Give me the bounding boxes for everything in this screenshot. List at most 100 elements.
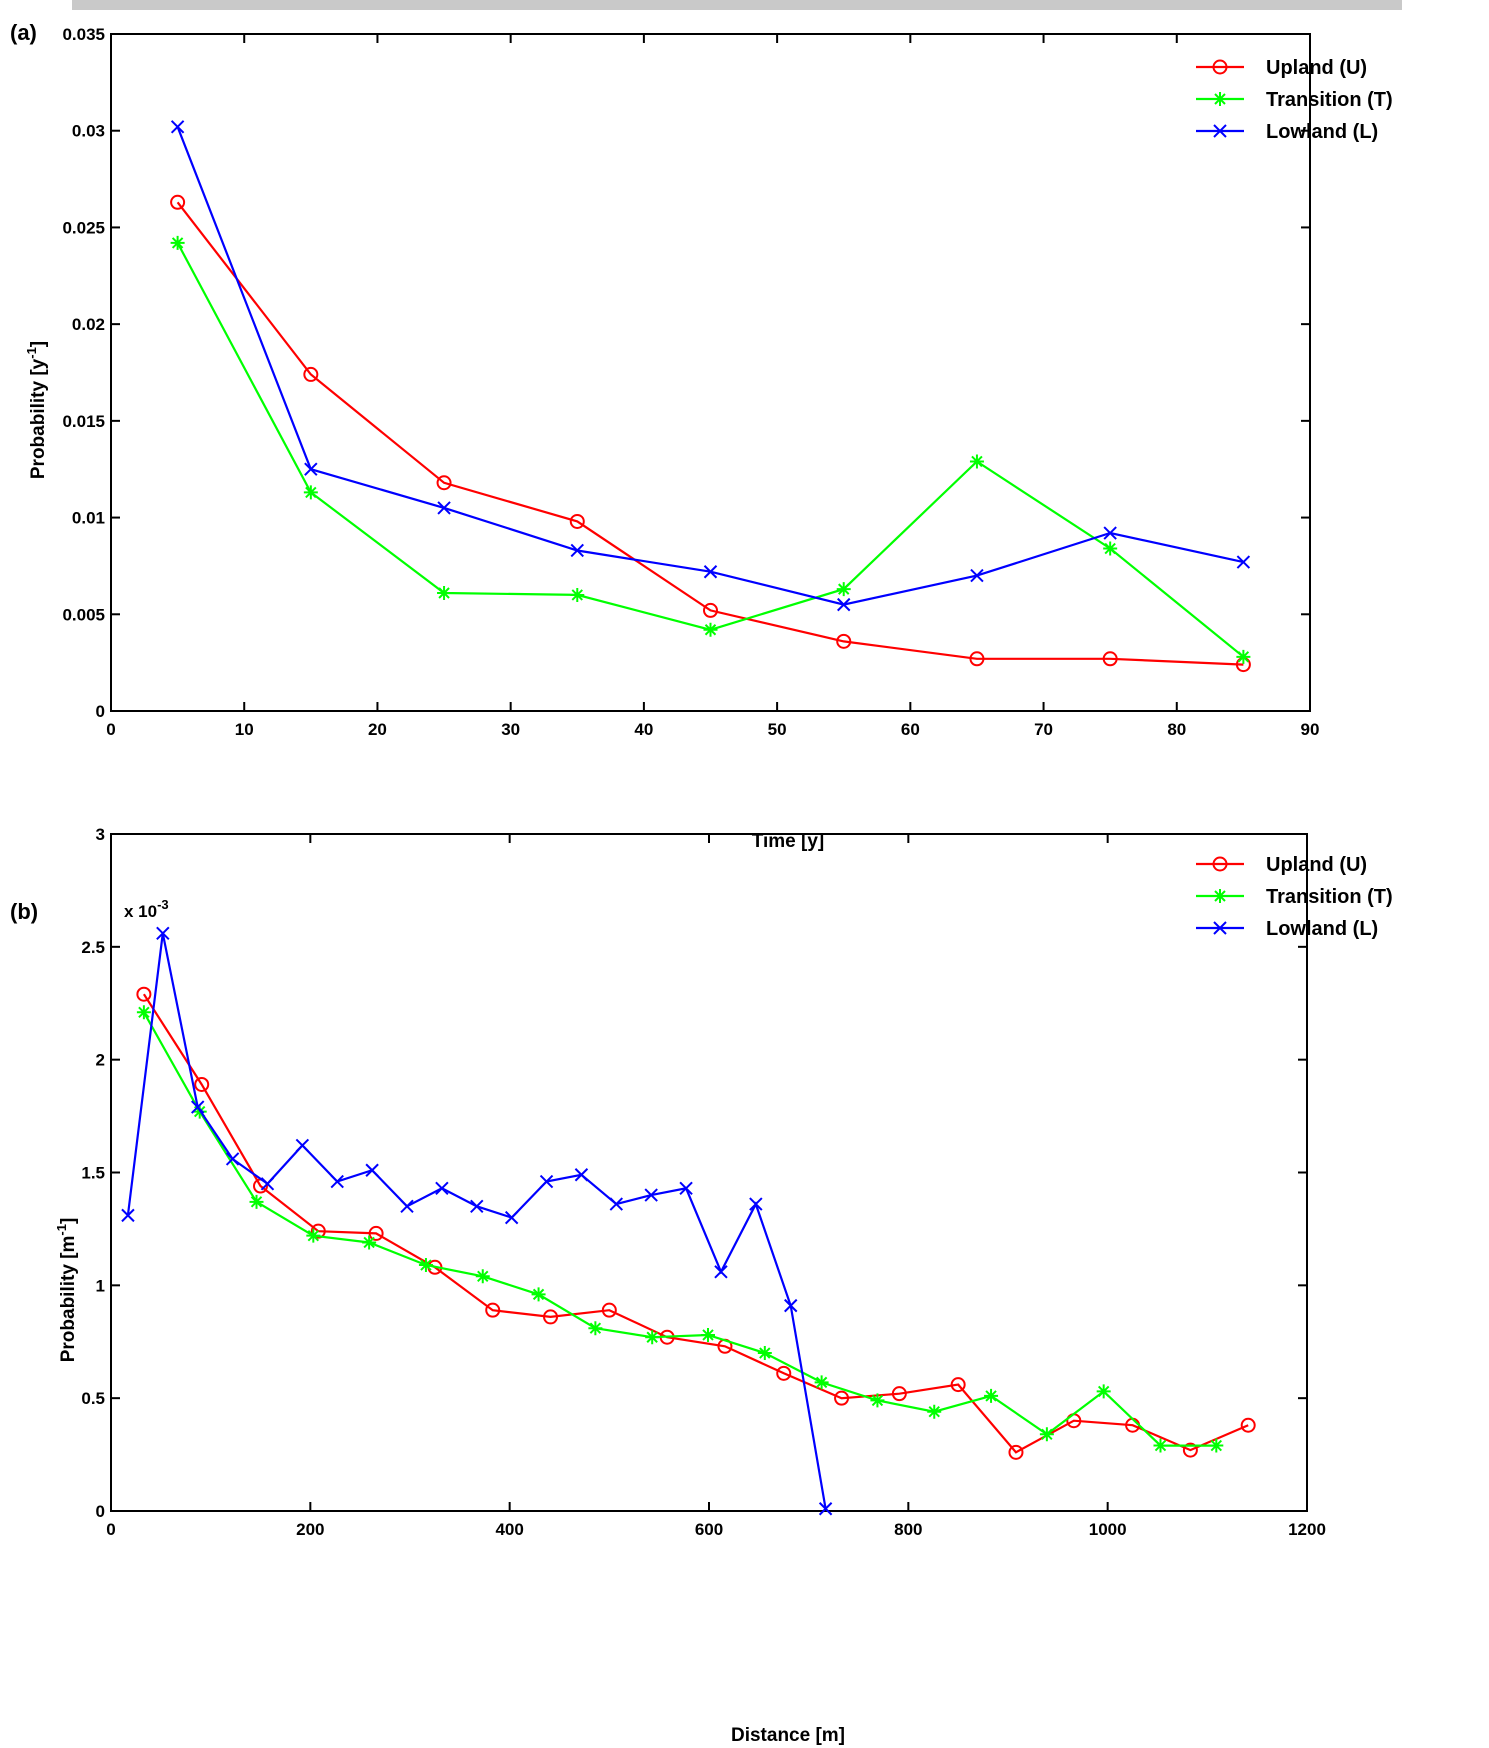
panel-b-transition-point: [306, 1228, 321, 1243]
panel-a-plot-area: 0 10 20 30 40 50 60 70 80 90 0 0.005 0.01 0.015 0.02 0.…: [62, 25, 1319, 739]
panel-a-y-tick-label: 0.03: [72, 122, 105, 141]
panel-a-upland-point: [836, 633, 852, 649]
panel-a-lowland-point: [1103, 526, 1117, 540]
panel-a-lowland-point: [304, 462, 318, 476]
panel-a-lowland-point: [703, 565, 718, 579]
panel-b-x-axis-label: Distance [m]: [731, 1725, 845, 1746]
panel-a-lowland-line: [176, 126, 1244, 606]
panel-b-legend-upland-marker: [1212, 856, 1228, 872]
panel-a-lowland-point: [1236, 555, 1251, 569]
panel-a-x-tick-label: 70: [1034, 720, 1053, 739]
panel-a-y-tick-label: 0.025: [62, 218, 105, 237]
panel-a-upland-point: [170, 194, 186, 210]
panel-b-lowland-point: [225, 1152, 240, 1166]
panel-b-lowland-point: [121, 1208, 135, 1223]
panel-a-y-tick-label: 0.005: [62, 605, 105, 624]
panel-b-lowland-point: [504, 1210, 519, 1225]
panel-b-x-tick-label: 1000: [1089, 1520, 1127, 1539]
panel-b-transition-point: [1096, 1384, 1111, 1399]
panel-b-y-tick-label: 0.5: [81, 1389, 105, 1408]
panel-a-upland-point: [1102, 651, 1118, 667]
panel-b-lowland-point: [574, 1168, 589, 1182]
panel-b-x-tick-label: 0: [106, 1520, 115, 1539]
panel-b-lowland-point: [609, 1197, 624, 1211]
panel-b-lowland-point: [679, 1181, 693, 1196]
panel-a-transition-point: [1103, 541, 1118, 556]
panel-b-upland-point: [368, 1225, 384, 1241]
panel-b-upland-point: [194, 1076, 210, 1092]
panel-a-x-tick-label: 80: [1167, 720, 1186, 739]
panel-a-y-tick-label: 0.015: [62, 412, 105, 431]
panel-b-transition-point: [1209, 1438, 1224, 1453]
panel-b-legend-lowland-label: Lowland (L): [1266, 918, 1378, 940]
panel-a-transition-point: [969, 454, 984, 469]
panel-b-transition-point: [701, 1327, 716, 1342]
panel-b-transition-point: [1153, 1438, 1168, 1453]
panel-a-transition-point: [437, 586, 452, 601]
panel-a-y-axis-label: Probability [y-1]: [24, 341, 49, 479]
panel-b-x-tick-label: 1200: [1288, 1520, 1326, 1539]
panel-a-x-tick-label: 40: [634, 720, 653, 739]
panel-b-upland-point: [1182, 1442, 1198, 1458]
panel-b-lowland-point: [714, 1265, 728, 1279]
panel-b-transition-point: [362, 1235, 377, 1250]
panel-a-transition-point: [170, 235, 185, 250]
panel-a-upland-point: [436, 475, 452, 491]
panel-a-upland-point: [569, 513, 585, 529]
panel-b-scale-note: x 10-3: [124, 897, 169, 921]
panel-b-transition-point: [588, 1321, 603, 1336]
panel-b-lowland-point: [644, 1188, 658, 1202]
panel-b-lowland-point: [784, 1298, 798, 1313]
panel-a-x-tick-label: 20: [368, 720, 387, 739]
panel-a-y-tick-label: 0.02: [72, 315, 105, 334]
panel-b-upland-point: [543, 1309, 559, 1325]
panel-a-transition-point: [1236, 649, 1251, 664]
panel-a-legend-lowland-marker: [1213, 124, 1227, 138]
panel-a-transition-point: [703, 622, 718, 637]
panel-a-legend-transition-label: Transition (T): [1266, 89, 1393, 111]
panel-b-y-tick-label: 0: [96, 1502, 105, 1521]
panel-a-transition-line: [176, 242, 1245, 658]
panel-a-x-tick-label: 0: [106, 720, 115, 739]
panel-b-transition-point: [1039, 1427, 1054, 1442]
panel-b-legend-upland-label: Upland (U): [1266, 854, 1367, 876]
panel-b-upland-point: [891, 1386, 907, 1402]
panel-b-lowland-line: [126, 933, 827, 1509]
panel-b-transition-point: [757, 1346, 772, 1361]
panel-a-lowland-point: [570, 543, 584, 558]
panel-b-upland-line: [142, 993, 1249, 1454]
panel-b-transition-point: [531, 1287, 546, 1302]
panel-b-lowland-point: [435, 1181, 449, 1196]
panel-b-lowland-point: [818, 1502, 833, 1516]
panel-b-legend-transition-marker: [1213, 889, 1227, 903]
panel-a-axes-box: [110, 33, 1311, 712]
panel-b-upland-point: [776, 1365, 792, 1381]
panel-b-x-tick-label: 200: [296, 1520, 324, 1539]
panel-b-upland-point: [834, 1390, 850, 1406]
panel-a-legend: Upland (U) Transition (T) Lowland (L): [1196, 57, 1393, 143]
panel-b-upland-point: [485, 1302, 501, 1318]
panel-a-legend-lowland-label: Lowland (L): [1266, 121, 1378, 143]
panel-b-transition-point: [984, 1388, 999, 1403]
panel-b-lowland-point: [156, 926, 170, 941]
panel-b-transition-line: [142, 1011, 1217, 1447]
panel-b-legend-lowland-marker: [1213, 921, 1227, 935]
panel-a-y-tick-label: 0: [96, 702, 105, 721]
panel-a-upland-point: [703, 602, 718, 618]
panel-a-x-tick-label: 90: [1301, 720, 1320, 739]
panel-b-transition-point: [475, 1269, 490, 1284]
panel-b-x-tick-label: 800: [894, 1520, 922, 1539]
panel-label-a: (a): [10, 20, 37, 45]
panel-b: (b) x 10-3 0 200 400 600 800 1000 1200 0 0.5 1 1.5…: [10, 825, 1393, 1746]
panel-b-lowland-point: [749, 1197, 763, 1211]
panel-a-lowland-point: [970, 568, 984, 583]
panel-a-x-tick-label: 60: [901, 720, 920, 739]
panel-b-upland-point: [950, 1377, 966, 1393]
panel-a-x-tick-label: 30: [501, 720, 520, 739]
panel-a-legend-upland-label: Upland (U): [1266, 57, 1367, 79]
panel-b-lowland-point: [539, 1174, 554, 1189]
panel-b-lowland-point: [191, 1100, 205, 1114]
panel-a-y-tick-label: 0.01: [72, 509, 105, 528]
panel-b-axes-box: [110, 833, 1308, 1512]
panel-a-upland-point: [303, 366, 319, 382]
